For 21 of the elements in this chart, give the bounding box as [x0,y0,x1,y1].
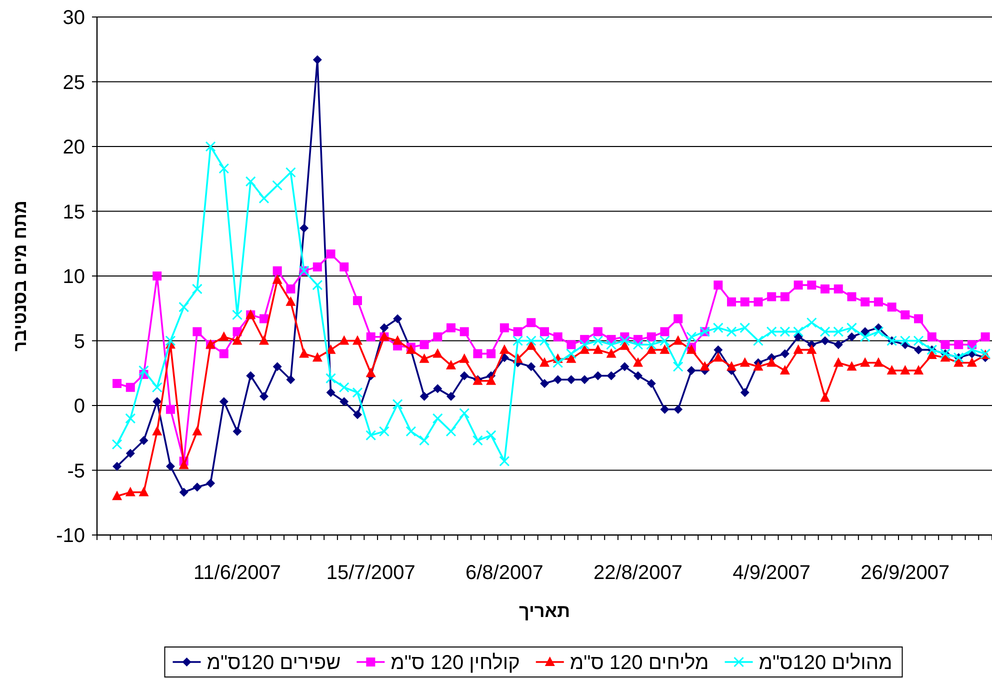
y-tick-label: -5 [67,460,85,482]
x-tick-label: 26/9/2007 [860,562,950,584]
y-tick-label: 10 [62,266,85,288]
legend-label: מליחים 120 ס"מ [570,652,709,674]
x-tick-label: 15/7/2007 [326,562,416,584]
y-tick-label: 20 [62,136,85,158]
y-tick-label: -10 [56,525,85,547]
x-tick-label: 6/8/2007 [465,562,544,584]
legend-label: שפירים 120ס"מ [206,652,341,674]
y-tick-label: 5 [74,330,85,353]
y-tick-label: 0 [74,396,85,418]
x-axis-title: תאריך [518,601,570,621]
x-tick-label: 11/6/2007 [194,562,282,584]
legend-label: מהולים 120ס"מ [758,652,892,674]
x-tick-label: 22/8/2007 [594,562,682,584]
x-tick-label: 4/9/2007 [732,562,811,584]
y-tick-label: 15 [62,201,85,224]
y-axis-title: מתח מים בסנטיבר [10,200,30,352]
y-tick-label: 25 [62,72,85,94]
legend-label: קולחין 120 ס"מ [390,652,520,674]
y-tick-label: 30 [62,7,85,29]
